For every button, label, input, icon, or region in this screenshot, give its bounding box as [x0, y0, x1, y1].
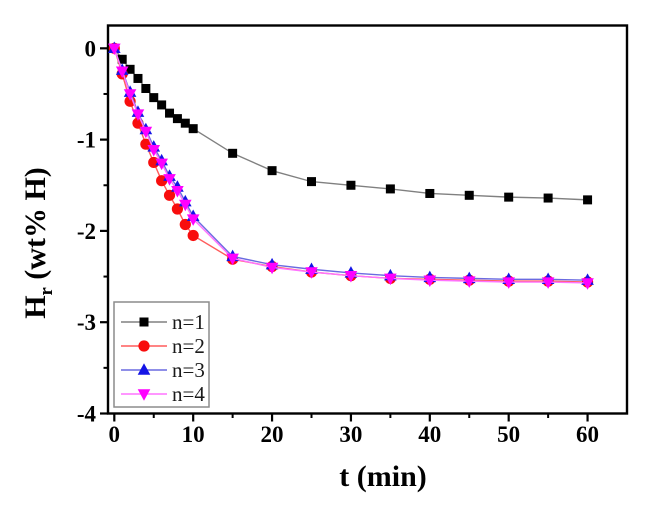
- legend-entry-n=3: n=3: [121, 358, 205, 382]
- series-n=4: [108, 43, 594, 290]
- x-axis: 0 10 20 30 40 50 60: [109, 413, 599, 447]
- y-axis-title-unit: (wt% H): [19, 167, 52, 288]
- data-point-n=1: [172, 114, 182, 124]
- legend-entry-n=4: n=4: [121, 382, 205, 406]
- data-point-n=4: [423, 275, 437, 288]
- legend-marker-n=3: [137, 363, 151, 375]
- data-point-n=2: [179, 218, 191, 231]
- data-point-n=4: [344, 270, 358, 283]
- y-axis: 0 -1 -2 -3 -4: [77, 36, 108, 427]
- legend-box: [113, 301, 210, 408]
- data-point-n=4: [139, 126, 153, 139]
- data-point-n=4: [305, 267, 318, 279]
- y-axis-tick-label: -4: [77, 402, 97, 427]
- data-point-n=1: [141, 83, 151, 93]
- data-point-n=2: [156, 175, 168, 187]
- plot-frame: [106, 24, 629, 415]
- data-point-n=1: [165, 108, 175, 118]
- x-axis-tick-label: 60: [576, 422, 599, 447]
- data-point-n=2: [163, 189, 176, 201]
- legend-label-n=4: n=4: [172, 382, 205, 406]
- y-axis-tick-label: 0: [85, 36, 97, 61]
- series-line-n=3: [113, 48, 588, 281]
- series-n=1: [109, 43, 593, 205]
- data-point-n=4: [123, 89, 137, 101]
- series-line-n=4: [113, 48, 588, 284]
- data-point-n=4: [462, 276, 476, 288]
- legend-marker-n=4: [137, 389, 151, 401]
- data-point-n=4: [171, 186, 184, 198]
- data-point-n=1: [228, 148, 238, 158]
- x-axis-tick-label: 0: [109, 422, 121, 447]
- series-n=3: [108, 41, 594, 285]
- series-line-n=2: [113, 48, 588, 283]
- data-point-n=1: [149, 93, 159, 103]
- data-point-n=4: [147, 144, 161, 157]
- data-point-n=4: [163, 174, 176, 186]
- data-point-n=4: [108, 43, 121, 56]
- x-axis-tick-label: 50: [497, 422, 520, 447]
- data-point-n=1: [267, 166, 277, 176]
- y-axis-title: Hr (wt% H): [19, 167, 57, 319]
- legend-entry-n=2: n=2: [121, 334, 205, 358]
- legend-label-n=3: n=3: [172, 358, 205, 382]
- y-axis-tick-label: -3: [77, 310, 96, 335]
- data-point-n=4: [226, 253, 239, 266]
- data-point-n=4: [265, 262, 279, 275]
- data-point-n=2: [187, 229, 199, 242]
- y-axis-title-subscript: r: [36, 287, 57, 296]
- data-point-n=1: [425, 188, 435, 198]
- x-axis-tick-label: 10: [182, 422, 205, 447]
- data-point-n=4: [155, 158, 168, 171]
- data-point-n=4: [541, 277, 555, 289]
- data-point-n=1: [188, 124, 198, 134]
- y-axis-tick-label: -1: [77, 128, 96, 153]
- data-point-n=1: [385, 184, 395, 194]
- data-point-n=1: [583, 195, 593, 205]
- data-point-n=1: [464, 190, 474, 200]
- data-point-n=1: [125, 64, 135, 74]
- data-point-n=1: [180, 118, 190, 128]
- series-n=2: [108, 42, 594, 288]
- x-axis-tick-label: 20: [261, 422, 284, 447]
- x-axis-tick-label: 40: [418, 422, 441, 447]
- data-point-n=1: [133, 73, 143, 83]
- data-point-n=4: [384, 273, 397, 286]
- legend-entry-n=1: n=1: [121, 310, 205, 334]
- data-point-n=4: [186, 214, 200, 226]
- data-point-n=4: [581, 278, 594, 290]
- legend-marker-n=2: [138, 340, 150, 352]
- data-point-n=4: [131, 109, 145, 121]
- data-point-n=1: [346, 180, 356, 190]
- data-point-n=1: [306, 177, 316, 187]
- legend-label-n=1: n=1: [172, 310, 205, 334]
- x-axis-tick-label: 30: [339, 422, 362, 447]
- x-axis-title: t (min): [339, 460, 427, 493]
- data-point-n=4: [178, 199, 192, 212]
- legend: n=1n=2n=3n=4: [113, 301, 210, 408]
- data-point-n=1: [504, 192, 514, 202]
- legend-marker-n=1: [139, 317, 149, 327]
- data-point-n=4: [115, 66, 129, 78]
- y-axis-tick-label: -2: [77, 219, 96, 244]
- y-axis-title-base: H: [19, 295, 52, 319]
- legend-label-n=2: n=2: [172, 334, 205, 358]
- data-point-n=1: [157, 100, 167, 110]
- data-point-n=1: [543, 193, 553, 203]
- data-point-n=4: [502, 277, 515, 289]
- data-point-n=1: [117, 54, 127, 64]
